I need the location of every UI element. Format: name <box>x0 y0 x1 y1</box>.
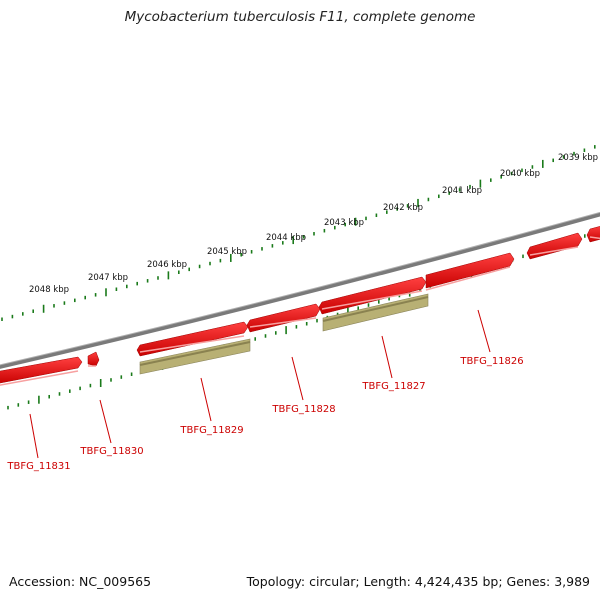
gene-arrow-forward <box>87 351 100 367</box>
tick-label: 2046 kbp <box>147 260 187 270</box>
gene-shadow <box>249 317 317 328</box>
gene-shadow <box>529 246 579 256</box>
gene-leader-line <box>381 335 393 379</box>
gene-shadow <box>589 236 600 240</box>
forward-genes <box>0 226 600 386</box>
gene-label[interactable]: TBFG_11829 <box>179 425 243 436</box>
gene-label[interactable]: TBFG_11827 <box>361 381 425 392</box>
gene-label[interactable]: TBFG_11826 <box>459 356 523 367</box>
gene-leader-line <box>291 356 304 401</box>
gene-leader-line <box>477 309 491 353</box>
gene-arrow-forward <box>586 226 600 243</box>
gene-leader-line <box>200 377 212 422</box>
map-title: Mycobacterium tuberculosis F11, complete… <box>124 9 476 25</box>
tick-label: 2042 kbp <box>383 203 423 213</box>
gene-shadow <box>0 370 79 386</box>
tick-label: 2041 kbp <box>442 186 482 196</box>
gene-box-stripe <box>139 341 251 366</box>
tick-label: 2048 kbp <box>29 285 69 295</box>
gene-box-stripe <box>322 296 429 322</box>
gene-label[interactable]: TBFG_11831 <box>6 461 70 472</box>
gene-leader-line <box>99 399 112 444</box>
gene-arrow-forward <box>246 303 321 333</box>
gene-label[interactable]: TBFG_11830 <box>79 446 143 457</box>
tick-label: 2040 kbp <box>500 169 540 179</box>
reverse-genes <box>139 293 429 375</box>
tick-label: 2045 kbp <box>207 247 247 257</box>
tick-label: 2044 kbp <box>266 233 306 243</box>
gene-arrow-forward <box>526 232 583 260</box>
tick-label: 2043 kbp <box>324 218 364 228</box>
gene-leader-line <box>29 413 39 459</box>
gene-shadow <box>321 290 423 310</box>
outer-tick-ring: 2039 kbp 2040 kbp 2041 kbp 2042 kbp 2043 kbp… <box>1 145 598 321</box>
backbone-circle <box>0 212 600 369</box>
gene-arrow-forward <box>0 356 83 384</box>
gene-shadow <box>139 335 245 353</box>
genome-summary: Topology: circular; Length: 4,424,435 bp… <box>246 574 590 589</box>
tick-label: 2039 kbp <box>558 153 598 163</box>
gene-shadow <box>425 266 511 291</box>
tick-label: 2047 kbp <box>88 273 128 283</box>
gene-label[interactable]: TBFG_11828 <box>271 404 335 415</box>
accession-text: Accession: NC_009565 <box>9 574 152 589</box>
gene-arrow-forward <box>425 252 515 289</box>
